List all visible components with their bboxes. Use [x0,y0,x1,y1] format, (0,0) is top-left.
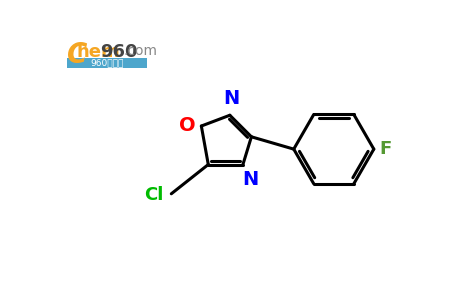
Text: Cl: Cl [144,186,164,204]
FancyBboxPatch shape [66,58,147,68]
Text: F: F [379,140,392,158]
Text: N: N [243,170,259,189]
Text: 960: 960 [100,43,137,61]
Text: N: N [223,89,239,108]
Text: O: O [179,116,196,135]
Text: hem: hem [77,43,120,61]
Text: .com: .com [124,44,157,58]
Text: C: C [66,41,87,69]
Text: 960化工网: 960化工网 [90,59,123,68]
